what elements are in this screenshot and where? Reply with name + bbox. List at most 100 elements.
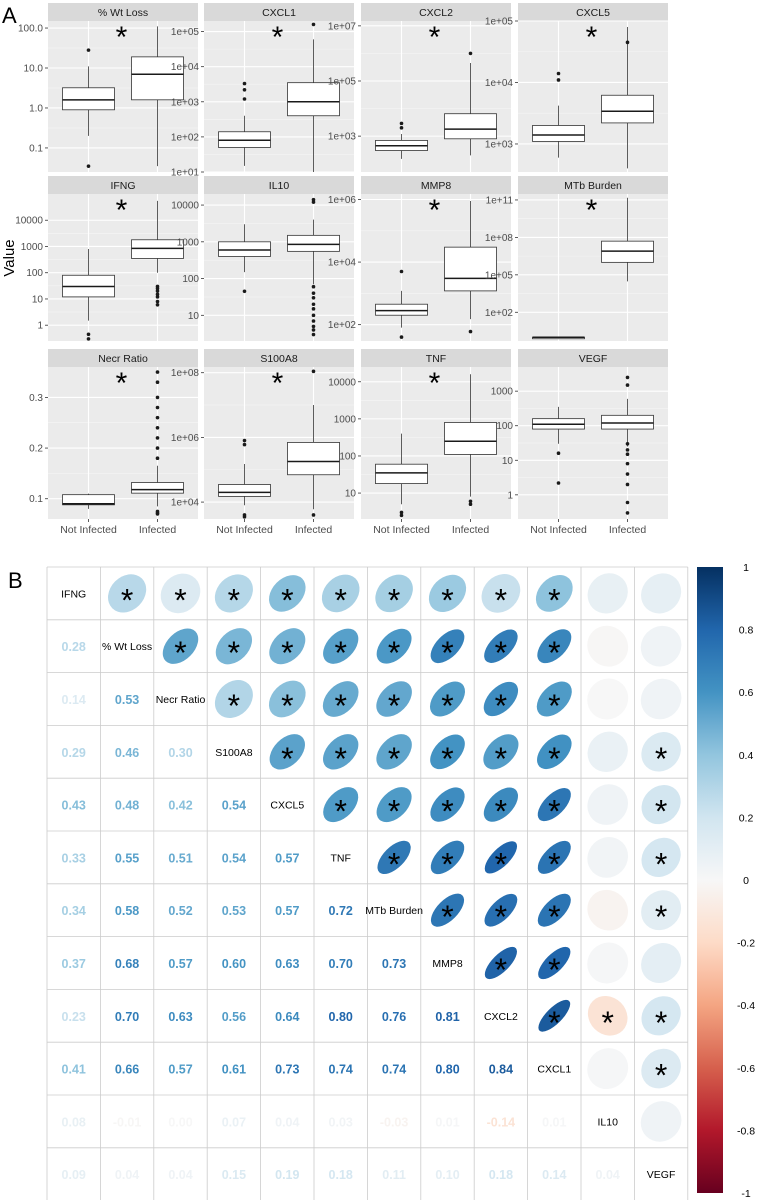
correlation-value: 0.72 — [329, 904, 353, 918]
colorbar-tick-label: 0.8 — [739, 625, 754, 637]
significance-star: * — [121, 582, 133, 618]
correlation-value: 0.15 — [222, 1168, 246, 1182]
outlier-point — [311, 324, 316, 329]
correlation-value: 0.64 — [275, 1010, 299, 1024]
box-iqr — [601, 94, 654, 124]
y-tick-label: 10 — [32, 294, 44, 305]
correlation-ellipse — [587, 573, 628, 614]
facet-mtb-burden: MTb Burden 1e+02 1e+05 1e+08 1e+11 * — [485, 176, 668, 341]
variable-label: IFNG — [61, 588, 86, 600]
outlier-point — [311, 295, 316, 300]
outlier-point — [468, 502, 473, 507]
correlation-ellipse — [587, 995, 628, 1036]
box-not-infected — [218, 81, 271, 166]
correlation-value: 0.48 — [115, 799, 139, 813]
correlation-ellipse — [269, 575, 306, 612]
significance-star: * — [548, 582, 560, 618]
significance-star: * — [655, 794, 667, 830]
box-iqr — [444, 113, 497, 140]
facet-title: % Wt Loss — [98, 7, 148, 19]
correlation-ellipse — [108, 574, 147, 613]
correlation-value: 0.04 — [115, 1168, 139, 1182]
facet-panel — [204, 194, 354, 341]
outlier-point — [468, 329, 473, 334]
colorbar-tick-label: 0.4 — [739, 750, 754, 762]
outlier-point — [155, 509, 160, 514]
significance-star: * — [548, 794, 560, 830]
outlier-point — [625, 482, 630, 487]
variable-label: MTb Burden — [365, 905, 423, 917]
correlation-ellipse — [587, 784, 629, 825]
significance-star: * — [495, 635, 507, 671]
correlation-value: 0.00 — [168, 1115, 192, 1129]
significance-star: * — [441, 741, 453, 777]
correlation-ellipse — [484, 629, 518, 663]
correlation-value: 0.76 — [382, 1010, 406, 1024]
facet-title: MTb Burden — [564, 180, 622, 192]
outlier-point — [311, 369, 316, 374]
significance-star: * — [429, 194, 441, 227]
correlation-value: 0.04 — [275, 1115, 299, 1129]
box-infected — [444, 51, 497, 156]
y-tick-label: 1e+05 — [171, 27, 200, 38]
y-tick-label: 1 — [507, 490, 513, 501]
correlation-ellipse — [321, 574, 360, 613]
outlier-point — [625, 511, 630, 515]
outlier-point — [155, 395, 160, 400]
facet-necr-ratio: Necr Ratio 0.1 0.2 0.3 * Not Infected Infected — [29, 349, 198, 536]
correlation-ellipse — [323, 628, 359, 664]
box-not-infected — [532, 406, 585, 485]
y-tick-label: 100 — [496, 421, 513, 432]
outlier-point — [556, 481, 561, 485]
box-not-infected — [375, 269, 428, 339]
significance-star: * — [495, 582, 507, 618]
box-iqr — [375, 303, 428, 316]
outlier-point — [155, 426, 160, 430]
outlier-point — [625, 472, 630, 476]
significance-star: * — [441, 688, 453, 724]
correlation-ellipse — [537, 734, 572, 770]
significance-star: * — [334, 582, 346, 618]
outlier-point — [311, 291, 316, 295]
x-tick-label: Infected — [295, 524, 333, 536]
outlier-point — [155, 446, 160, 450]
correlation-ellipse — [641, 573, 682, 614]
colorbar-tick-label: 0 — [743, 875, 749, 887]
correlation-ellipse — [641, 732, 681, 772]
correlation-ellipse — [430, 787, 465, 822]
facet-title: MMP8 — [421, 180, 451, 192]
facet-strip — [518, 3, 668, 21]
correlation-ellipse — [322, 681, 359, 717]
outlier-point — [242, 438, 247, 443]
significance-star: * — [429, 21, 441, 54]
y-tick-label: 10 — [188, 311, 200, 322]
facet-mmp8: MMP8 1e+02 1e+04 1e+06 * — [328, 176, 511, 341]
box-iqr — [62, 494, 115, 506]
y-tick-label: 1e+06 — [171, 433, 200, 444]
outlier-point — [311, 197, 316, 202]
facet-strip — [361, 176, 511, 194]
significance-star: * — [116, 21, 128, 54]
box-infected — [131, 26, 184, 167]
correlation-ellipse — [641, 890, 682, 931]
correlation-value: 0.18 — [329, 1168, 353, 1182]
box-not-infected — [218, 224, 271, 294]
y-tick-label: 1e+05 — [485, 270, 514, 281]
y-tick-label: 0.1 — [29, 494, 43, 505]
correlation-value: 0.46 — [115, 746, 139, 760]
correlation-value: 0.73 — [275, 1063, 299, 1077]
correlation-value: 0.01 — [542, 1115, 566, 1129]
outlier-point — [625, 40, 630, 45]
outlier-point — [155, 370, 160, 374]
outlier-point — [399, 510, 404, 515]
correlation-value: 0.34 — [62, 904, 86, 918]
facet-cxcl5: CXCL5 1e+03 1e+04 1e+05 * — [485, 3, 668, 172]
facet-strip — [204, 349, 354, 367]
correlation-ellipse — [538, 946, 571, 980]
y-tick-label: 1e+04 — [485, 78, 514, 89]
outlier-point — [399, 126, 404, 130]
x-tick-label: Not Infected — [216, 524, 273, 536]
outlier-point — [625, 441, 630, 446]
box-infected — [601, 375, 654, 515]
correlation-value: 0.55 — [115, 851, 139, 865]
